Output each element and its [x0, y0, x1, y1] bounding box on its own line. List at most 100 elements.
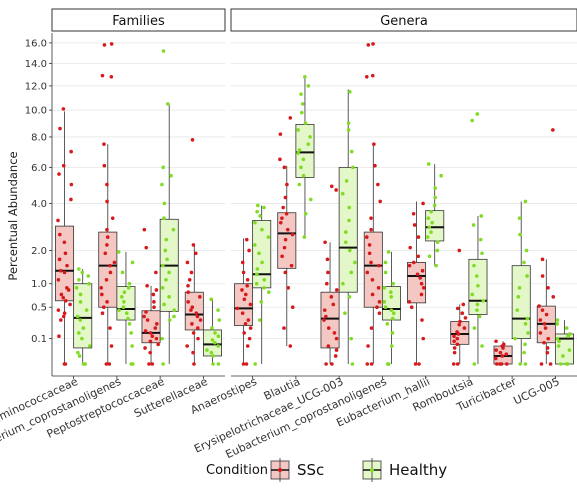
data-point: [247, 248, 251, 253]
data-point: [458, 319, 462, 324]
data-point: [164, 278, 168, 282]
data-point: [365, 270, 370, 275]
data-point: [213, 340, 217, 345]
data-point: [390, 331, 395, 335]
data-point: [69, 149, 73, 154]
data-point: [69, 197, 73, 202]
data-point: [120, 270, 125, 275]
data-point: [435, 248, 440, 253]
y-tick-label: 0.5: [31, 303, 47, 314]
data-point: [455, 342, 460, 347]
data-point: [105, 227, 109, 232]
data-point: [172, 308, 176, 312]
data-point: [333, 354, 338, 358]
data-point: [426, 162, 431, 166]
data-point: [165, 257, 169, 262]
data-point: [523, 362, 528, 366]
data-point: [391, 281, 395, 286]
data-point: [322, 318, 326, 322]
data-point: [299, 110, 304, 115]
data-point: [104, 362, 109, 366]
data-point: [347, 218, 351, 223]
data-point: [154, 336, 159, 341]
data-point: [105, 300, 109, 304]
data-point: [439, 173, 443, 178]
data-point: [417, 362, 421, 366]
data-point: [78, 318, 83, 322]
data-point: [517, 286, 522, 290]
data-point: [130, 362, 135, 366]
data-point: [235, 306, 240, 311]
data-point: [452, 339, 456, 344]
data-point: [167, 318, 172, 322]
data-point: [143, 329, 148, 333]
data-point: [308, 135, 312, 139]
data-point: [62, 311, 67, 316]
data-point: [306, 84, 311, 88]
data-point: [383, 260, 388, 265]
box: [252, 219, 272, 289]
data-point: [500, 354, 505, 358]
data-point: [326, 344, 331, 348]
data-point: [282, 165, 287, 170]
data-point: [163, 248, 168, 253]
data-point: [297, 148, 302, 152]
data-point: [209, 350, 214, 355]
data-point: [369, 326, 374, 330]
data-point: [517, 216, 522, 220]
data-point: [100, 73, 105, 78]
data-point: [564, 326, 569, 330]
data-point: [522, 350, 526, 355]
data-point: [257, 251, 261, 256]
data-point: [262, 205, 266, 210]
data-point: [108, 263, 112, 268]
data-point: [161, 49, 166, 53]
data-point: [539, 362, 544, 366]
data-point: [349, 336, 354, 341]
data-point: [544, 312, 549, 317]
data-point: [105, 199, 109, 204]
data-point: [525, 316, 530, 321]
data-point: [186, 300, 190, 304]
data-point: [278, 157, 282, 162]
data-point: [365, 362, 370, 366]
data-point: [130, 260, 135, 265]
box: [381, 286, 401, 321]
data-point: [382, 300, 386, 304]
data-point: [286, 286, 291, 290]
data-point: [160, 182, 164, 187]
data-point: [537, 304, 541, 308]
data-point: [117, 308, 121, 312]
data-point: [390, 316, 395, 321]
data-point: [244, 237, 249, 242]
data-point: [413, 362, 418, 366]
data-point: [210, 326, 214, 330]
data-point: [280, 254, 284, 259]
data-point: [346, 121, 351, 125]
data-point: [254, 281, 259, 286]
y-tick-label: 0.1: [31, 334, 47, 345]
data-point: [187, 278, 192, 282]
y-tick-label: 1.0: [31, 279, 47, 290]
data-point: [57, 257, 62, 262]
data-point: [427, 225, 432, 230]
data-point: [288, 344, 293, 348]
data-point: [62, 240, 67, 245]
data-point: [105, 235, 110, 239]
data-point: [452, 350, 457, 355]
data-point: [411, 212, 416, 216]
data-point: [77, 354, 82, 358]
data-point: [540, 308, 545, 312]
data-point: [429, 230, 433, 234]
data-point: [455, 330, 459, 334]
data-point: [164, 237, 169, 242]
data-point: [245, 278, 250, 282]
data-point: [153, 326, 158, 330]
data-point: [148, 350, 152, 355]
data-point: [418, 276, 422, 280]
data-point: [369, 227, 373, 232]
data-point: [302, 235, 307, 239]
data-point: [191, 350, 195, 355]
data-point: [169, 173, 173, 178]
legend-key-point: [370, 468, 374, 472]
